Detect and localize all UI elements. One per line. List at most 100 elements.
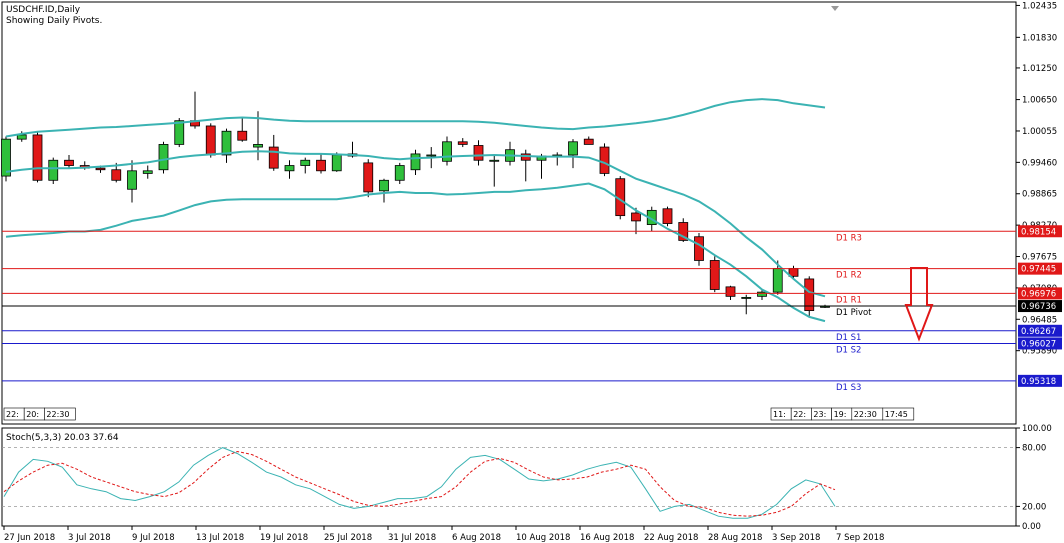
candle[interactable] <box>190 91 200 129</box>
scroll-marker-icon[interactable] <box>831 6 839 11</box>
bearish-candle-body <box>316 159 326 172</box>
pivot-price-label: 0.96027 <box>1021 339 1056 349</box>
bearish-candle-body <box>32 134 43 181</box>
pivot-price-label: 0.97445 <box>1021 265 1056 275</box>
candle[interactable] <box>237 116 248 142</box>
bearish-candle-body <box>662 208 673 224</box>
candle[interactable] <box>631 207 641 235</box>
bearish-candle-body <box>363 162 374 193</box>
pivot-price-tag <box>1018 225 1062 238</box>
candle[interactable] <box>205 123 216 158</box>
pivot-price-tag <box>1018 337 1062 350</box>
pivot-price-tag <box>1018 262 1062 275</box>
bearish-candle-body <box>804 278 815 311</box>
bullish-candle-body <box>16 134 27 140</box>
candle[interactable] <box>473 140 484 166</box>
candle[interactable] <box>363 159 374 198</box>
candle[interactable] <box>694 233 704 266</box>
bullish-candle-body <box>741 296 752 299</box>
bearish-candle-body <box>631 212 641 222</box>
candle[interactable] <box>64 154 74 169</box>
time-tick-label: 28 Aug 2018 <box>708 533 762 543</box>
session-mark-label: 22:30 <box>854 410 877 419</box>
bullish-candle-body <box>426 154 437 157</box>
pivot-price-tag <box>1018 300 1062 313</box>
candle[interactable] <box>520 149 531 182</box>
pivot-price-label: 0.96267 <box>1021 327 1056 337</box>
candle[interactable] <box>804 276 815 316</box>
bullish-candle-body <box>284 165 295 172</box>
bullish-candle-body <box>410 153 421 171</box>
candle[interactable] <box>32 132 43 183</box>
candle[interactable] <box>48 157 59 184</box>
stochastic-label: Stoch(5,3,3) 20.03 37.64 <box>6 433 119 443</box>
candle[interactable] <box>568 139 578 169</box>
candle[interactable] <box>284 160 295 179</box>
candle[interactable] <box>505 141 515 166</box>
price-tick-label: 0.96485 <box>1022 315 1057 325</box>
price-pane[interactable]: 1.02435 1.01830 1.01250 1.00650 1.00055 0.994… <box>1 1 1063 425</box>
pivot-price-label: 0.98154 <box>1021 227 1056 237</box>
candle[interactable] <box>489 154 500 187</box>
bearish-candle-body <box>111 169 122 181</box>
candle[interactable] <box>221 128 232 163</box>
bearish-candle-body <box>709 260 720 290</box>
bearish-candle-body <box>205 125 216 156</box>
bearish-candle-body <box>599 146 610 174</box>
pivot-name-label: D1 R2 <box>836 271 862 281</box>
candle[interactable] <box>552 152 563 166</box>
stoch-tick-label: 100.00 <box>1022 424 1052 434</box>
price-tick-label: 1.00650 <box>1022 96 1057 106</box>
candle[interactable] <box>442 136 452 166</box>
bearish-candle-body <box>64 159 74 166</box>
candle[interactable] <box>410 149 421 176</box>
bullish-candle-body <box>394 165 405 181</box>
candle[interactable] <box>394 162 405 184</box>
candle[interactable] <box>300 157 311 174</box>
stoch-main-line <box>3 447 836 519</box>
candle[interactable] <box>316 153 326 174</box>
candle[interactable] <box>583 136 594 145</box>
candle[interactable] <box>158 141 169 174</box>
bullish-candle-body <box>568 141 578 156</box>
candle[interactable] <box>757 289 767 301</box>
session-mark-label: 17:45 <box>885 410 908 419</box>
candle[interactable] <box>709 256 720 293</box>
down-arrow-icon <box>904 267 934 342</box>
bearish-candle-body <box>457 141 468 145</box>
candle[interactable] <box>268 134 279 171</box>
candle[interactable] <box>662 206 673 227</box>
stoch-tick-label: 0.00 <box>1022 522 1041 532</box>
stochastic-pane[interactable]: 100.00 80.00 20.00 0.00 <box>1 424 1052 532</box>
session-mark-label: 22:30 <box>46 410 69 419</box>
bullish-candle-body <box>331 154 342 172</box>
session-mark-label: 23: <box>813 410 826 419</box>
time-tick-label: 19 Jul 2018 <box>260 533 308 543</box>
time-tick-label: 25 Jul 2018 <box>324 533 372 543</box>
candle[interactable] <box>379 178 389 203</box>
session-mark-box <box>44 407 76 421</box>
bullish-candle-body <box>48 159 59 181</box>
pivot-name-label: D1 R1 <box>836 295 862 305</box>
candle[interactable] <box>127 160 137 203</box>
candle[interactable] <box>741 294 752 315</box>
bearish-candle-body <box>583 138 594 145</box>
bullish-candle-body <box>1 138 11 177</box>
price-tick-label: 1.02435 <box>1022 1 1057 11</box>
candle[interactable] <box>536 153 547 179</box>
candle[interactable] <box>1 136 11 182</box>
candle[interactable] <box>142 165 153 179</box>
bullish-candle-body <box>158 144 169 171</box>
price-tick-label: 0.99460 <box>1022 158 1057 168</box>
bearish-candle-body <box>725 286 736 297</box>
candle[interactable] <box>599 143 610 177</box>
time-tick-label: 13 Jul 2018 <box>196 533 244 543</box>
price-tick-label: 0.98865 <box>1022 190 1057 200</box>
candle[interactable] <box>457 138 468 148</box>
time-tick-label: 6 Aug 2018 <box>452 533 501 543</box>
bullish-candle-body <box>442 141 452 162</box>
stoch-tick-label: 20.00 <box>1022 502 1046 512</box>
bearish-candle-body <box>694 236 704 261</box>
bollinger-middle-line <box>5 150 826 298</box>
